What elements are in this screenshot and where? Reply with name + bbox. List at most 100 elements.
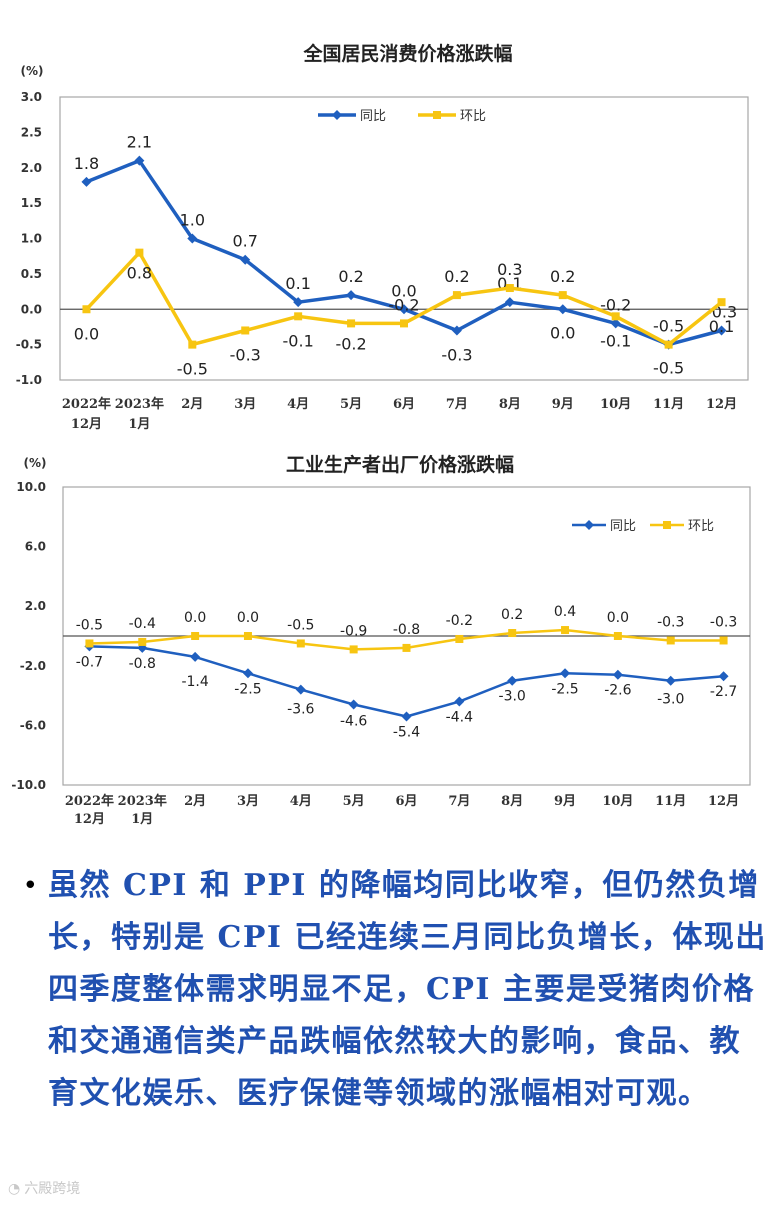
data-point-marker (402, 643, 411, 652)
data-label: -0.9 (340, 623, 367, 639)
legend-label: 同比 (360, 109, 386, 124)
data-label: 0.2 (338, 267, 363, 286)
watermark: ◔ 六殿跨境 (8, 1178, 80, 1198)
data-point-marker (187, 233, 198, 244)
x-tick-label: 4月 (287, 397, 309, 412)
data-point-marker (610, 318, 621, 329)
y-tick-label: 3.0 (21, 90, 42, 104)
chart-title: 全国居民消费价格涨跌幅 (302, 42, 512, 65)
data-label: 0.1 (285, 274, 310, 293)
legend-marker (332, 110, 342, 120)
data-point-marker (138, 637, 147, 646)
data-label: -0.3 (657, 614, 684, 630)
data-point-marker (400, 319, 408, 328)
analysis-text: 虽然 CPI 和 PPI 的降幅均同比收窄，但仍然负增长，特别是 CPI 已经连… (48, 868, 767, 1111)
data-label: 0.8 (127, 264, 152, 283)
x-tick-label: 2023年 (115, 396, 164, 412)
y-tick-label: -6.0 (20, 718, 46, 732)
x-tick-label: 2022年 (62, 396, 111, 412)
y-axis-unit: (%) (21, 64, 44, 78)
data-point-marker (240, 254, 251, 265)
data-point-marker (455, 634, 464, 643)
data-point-marker (507, 675, 518, 686)
data-label: -0.2 (335, 334, 366, 353)
data-point-marker (243, 632, 252, 640)
data-label: -0.1 (600, 331, 631, 350)
chart-title: 工业生产者出厂价格涨跌幅 (286, 453, 514, 476)
x-tick-label: 12月 (74, 812, 105, 827)
data-label: 0.2 (550, 267, 575, 286)
data-label: -0.2 (446, 613, 473, 629)
y-tick-label: 2.5 (21, 125, 42, 139)
data-label: 2.1 (127, 133, 152, 152)
data-label: 1.8 (74, 154, 99, 173)
x-tick-label: 1月 (131, 812, 153, 827)
data-point-marker (347, 319, 356, 328)
y-tick-label: 0.0 (21, 302, 42, 316)
x-tick-label: 10月 (602, 794, 633, 809)
data-point-marker (664, 340, 673, 349)
data-label: -0.3 (441, 345, 472, 364)
x-tick-label: 7月 (448, 794, 470, 809)
data-label: 0.3 (497, 260, 522, 279)
data-label: -0.5 (177, 360, 208, 379)
data-label: -2.6 (604, 683, 631, 699)
y-tick-label: 1.0 (21, 232, 42, 246)
data-label: -0.1 (283, 331, 314, 350)
y-tick-label: 6.0 (25, 540, 46, 554)
data-point-marker (508, 629, 517, 638)
data-label: -3.6 (287, 702, 314, 718)
x-tick-label: 3月 (234, 397, 256, 412)
legend-marker (663, 521, 671, 529)
y-tick-label: 1.5 (21, 196, 42, 210)
series-line-yoy (85, 158, 722, 347)
data-point-marker (716, 325, 727, 336)
data-label: 0.0 (74, 324, 99, 343)
data-label: -0.2 (600, 295, 631, 314)
data-point-marker (561, 626, 570, 635)
data-point-marker (558, 291, 567, 300)
data-point-marker (191, 632, 200, 640)
data-label: 0.0 (184, 610, 206, 626)
legend-label: 环比 (460, 109, 486, 124)
x-tick-label: 2月 (184, 794, 206, 809)
x-tick-label: 6月 (395, 794, 417, 809)
watermark-logo-icon: ◔ (8, 1181, 21, 1197)
data-point-marker (719, 636, 728, 645)
data-point-marker (81, 176, 92, 187)
x-tick-label: 3月 (237, 794, 259, 809)
data-point-marker (296, 639, 305, 648)
data-label: -5.4 (393, 724, 420, 740)
x-tick-label: 11月 (653, 397, 684, 412)
x-tick-label: 9月 (552, 397, 574, 412)
data-label: -1.4 (181, 674, 208, 690)
data-label: -0.5 (76, 617, 103, 633)
data-point-marker (399, 304, 409, 315)
analysis-paragraph: • 虽然 CPI 和 PPI 的降幅均同比收窄，但仍然负增长，特别是 CPI 已… (0, 860, 777, 1120)
x-tick-label: 7月 (446, 397, 468, 412)
data-point-marker (293, 297, 304, 308)
data-label: -0.8 (393, 622, 420, 638)
data-point-marker (454, 696, 465, 707)
data-label: 0.2 (501, 607, 523, 623)
data-point-marker (557, 304, 568, 315)
data-label: -0.8 (129, 656, 156, 672)
data-point-marker (295, 684, 306, 695)
y-tick-label: 0.5 (21, 267, 42, 281)
data-point-marker (401, 711, 412, 722)
y-axis-unit: (%) (24, 456, 47, 470)
data-point-marker (242, 668, 253, 679)
data-label: -4.6 (340, 714, 367, 730)
data-label: 0.0 (550, 323, 575, 342)
data-point-marker (241, 326, 250, 335)
data-label: -4.4 (446, 710, 473, 726)
x-tick-label: 11月 (655, 794, 686, 809)
legend-marker (584, 520, 594, 530)
cpi-chart: 全国居民消费价格涨跌幅 (%) 3.0 2.5 2.0 1.5 1.0 0.5 0.0 -0.5 -… (16, 42, 749, 432)
data-point-marker (665, 675, 676, 686)
data-point-marker (505, 284, 514, 293)
data-label: 0.4 (554, 604, 576, 620)
x-tick-label: 2023年 (118, 793, 167, 809)
data-label: -0.5 (653, 359, 684, 378)
data-label: -0.5 (287, 617, 314, 633)
